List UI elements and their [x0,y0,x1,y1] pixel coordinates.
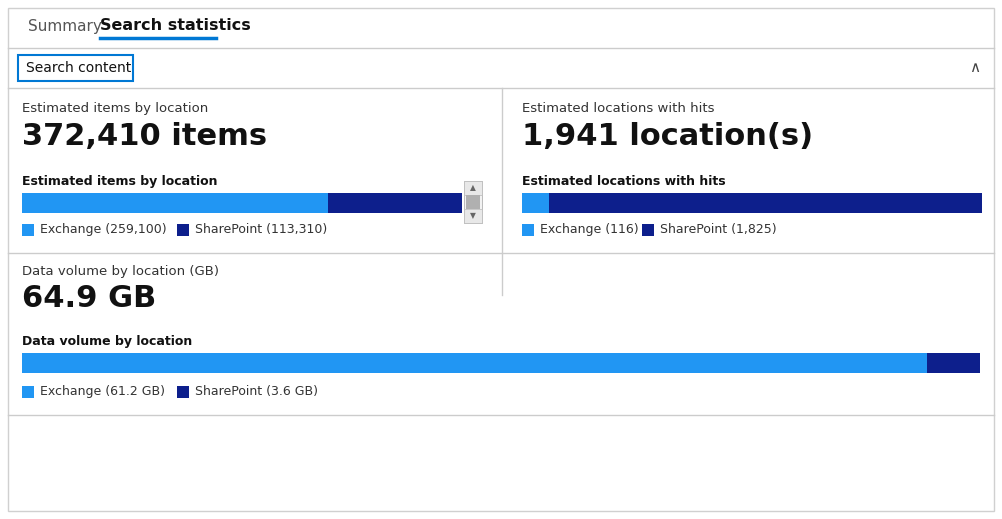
Bar [642,224,654,236]
Bar [927,353,980,373]
Bar [22,353,927,373]
Bar [177,386,189,398]
Text: 1,941 location(s): 1,941 location(s) [522,122,814,151]
Text: ▲: ▲ [470,184,476,193]
Text: Estimated items by location: Estimated items by location [22,102,208,115]
Text: Exchange (116): Exchange (116) [540,224,638,237]
Text: SharePoint (113,310): SharePoint (113,310) [195,224,328,237]
Bar [464,181,482,195]
Bar [177,224,189,236]
Text: Data volume by location (GB): Data volume by location (GB) [22,265,219,278]
Bar [464,209,482,223]
Text: ∧: ∧ [969,61,980,75]
Bar [18,55,133,81]
Bar [522,224,534,236]
Text: SharePoint (3.6 GB): SharePoint (3.6 GB) [195,386,318,399]
Text: Estimated locations with hits: Estimated locations with hits [522,175,725,188]
Bar [466,195,480,209]
Text: Search content: Search content [26,61,131,75]
Text: Search statistics: Search statistics [100,19,250,34]
Text: 64.9 GB: 64.9 GB [22,284,156,313]
Bar [22,193,328,213]
Bar [22,224,34,236]
Bar [464,181,482,223]
Text: ▼: ▼ [470,212,476,221]
Text: SharePoint (1,825): SharePoint (1,825) [660,224,777,237]
Text: Data volume by location: Data volume by location [22,335,192,348]
Bar [549,193,982,213]
Text: Estimated items by location: Estimated items by location [22,175,217,188]
Bar [22,386,34,398]
Text: 372,410 items: 372,410 items [22,122,268,151]
Text: Exchange (61.2 GB): Exchange (61.2 GB) [40,386,165,399]
Text: Estimated locations with hits: Estimated locations with hits [522,102,714,115]
Text: Exchange (259,100): Exchange (259,100) [40,224,166,237]
Text: Summary: Summary [28,19,102,34]
Bar [522,193,549,213]
Bar [328,193,462,213]
